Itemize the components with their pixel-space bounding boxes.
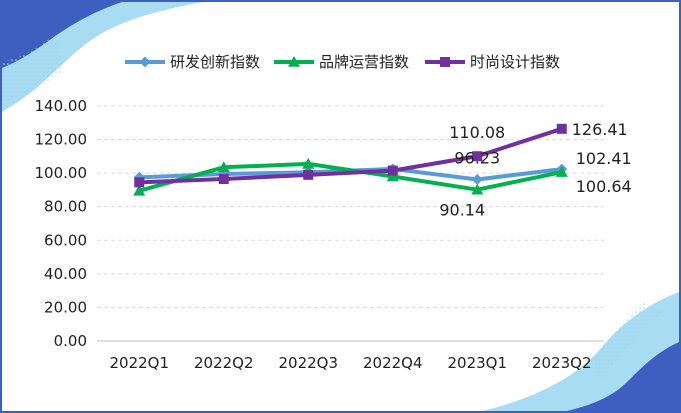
y-tick-label-4: 80.00 (44, 198, 87, 216)
marker-s1-2022Q4 (386, 170, 399, 182)
marker-s1-2022Q3 (302, 157, 315, 169)
data-label-s1-2023Q2: 100.64 (576, 177, 632, 196)
marker-s2-2022Q1 (134, 177, 145, 188)
data-label-s2-2023Q2: 126.41 (572, 120, 628, 139)
data-label-s0-2023Q2: 102.41 (576, 149, 632, 168)
x-tick-label-2022Q4: 2022Q4 (363, 354, 423, 372)
data-labels: 110.08 96.23 90.14 126.41 102.41 100.64 (439, 120, 631, 220)
legend-label-0: 研发创新指数 (170, 53, 260, 71)
x-tick-label-2023Q2: 2023Q2 (532, 354, 592, 372)
marker-s2-2022Q3 (303, 169, 314, 180)
grid-lines (97, 105, 604, 342)
series-lines (137, 126, 564, 193)
legend-swatch-marker-1 (288, 56, 300, 67)
x-tick-label-2022Q3: 2022Q3 (278, 354, 338, 372)
y-tick-label-1: 20.00 (44, 298, 87, 316)
data-label-s2-2023Q1: 110.08 (449, 123, 505, 142)
marker-s1-2023Q1 (471, 183, 484, 195)
marker-s1-2022Q2 (217, 161, 230, 173)
marker-s2-2022Q2 (218, 174, 229, 185)
legend-label-1: 品牌运营指数 (319, 53, 409, 71)
legend: 研发创新指数 品牌运营指数 时尚设计指数 (125, 53, 560, 71)
data-label-s1-2023Q1: 90.14 (439, 201, 485, 220)
legend-swatch-marker-0 (139, 56, 151, 68)
y-tick-label-6: 120.00 (35, 131, 88, 149)
y-tick-label-2: 40.00 (44, 265, 87, 283)
marker-s2-2023Q2 (556, 123, 567, 134)
y-tick-label-5: 100.00 (35, 164, 88, 182)
series-line-1 (137, 161, 564, 193)
marker-s2-2023Q1 (472, 151, 483, 162)
marker-s0-2023Q1 (471, 173, 483, 185)
y-tick-label-0: 0.00 (54, 332, 87, 350)
legend-label-2: 时尚设计指数 (470, 53, 560, 71)
x-tick-label-2023Q1: 2023Q1 (447, 354, 507, 372)
x-tick-label-2022Q2: 2022Q2 (194, 354, 254, 372)
x-axis: 2022Q1 2022Q2 2022Q3 2022Q4 2023Q1 2023Q2 (109, 354, 591, 372)
data-label-s0-2023Q1: 96.23 (454, 148, 500, 167)
y-tick-label-3: 60.00 (44, 231, 87, 249)
decor-top-left-wave (2, 2, 202, 112)
y-tick-label-7: 140.00 (35, 97, 88, 115)
marker-s1-2023Q2 (555, 166, 568, 177)
y-axis: 0.00 20.00 40.00 60.00 80.00 100.00 120.00 140.… (35, 97, 88, 350)
decor-bottom-right-wave (482, 292, 679, 411)
marker-s2-2022Q4 (387, 165, 398, 176)
series-markers (133, 123, 568, 196)
x-tick-label-2022Q1: 2022Q1 (109, 354, 169, 372)
series-line-2 (137, 126, 564, 185)
legend-swatch-marker-2 (440, 57, 450, 67)
marker-s1-2022Q1 (133, 184, 146, 196)
